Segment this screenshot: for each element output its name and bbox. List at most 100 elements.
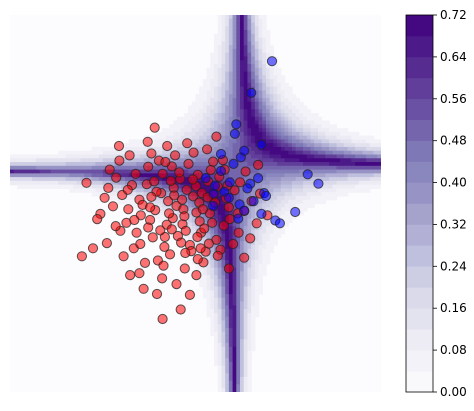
contour-cell — [258, 233, 263, 239]
data-point-blue — [215, 148, 227, 160]
contour-cell — [251, 37, 256, 42]
contour-cell — [232, 286, 237, 291]
contour-cell — [273, 211, 278, 216]
contour-cell — [325, 188, 330, 193]
data-point-red — [208, 156, 219, 167]
contour-cell — [243, 361, 249, 367]
contour-cell — [243, 86, 249, 91]
contour-cell — [280, 105, 286, 110]
contour-cell — [221, 233, 226, 239]
contour-cell — [243, 139, 249, 144]
contour-cell — [232, 60, 237, 65]
contour-cell — [95, 173, 100, 178]
contour-cell — [199, 143, 204, 148]
data-point-red — [202, 144, 213, 155]
contour-cell — [102, 158, 108, 163]
contour-cell — [188, 199, 193, 205]
contour-cell — [128, 139, 134, 144]
contour-cell — [265, 67, 271, 73]
data-point-red — [139, 257, 151, 268]
contour-cell — [251, 293, 256, 299]
contour-cell — [232, 52, 237, 58]
contour-cell — [169, 169, 174, 174]
contour-cell — [236, 60, 241, 65]
contour-cell — [232, 113, 237, 118]
data-point-blue — [239, 205, 250, 216]
contour-cell — [377, 158, 381, 163]
contour-cell — [321, 139, 326, 144]
contour-cell — [217, 271, 223, 276]
data-point-red — [123, 204, 134, 215]
contour-cell — [247, 286, 252, 291]
contour-cell — [47, 162, 52, 167]
contour-cell — [210, 173, 215, 178]
contour-cell — [225, 260, 230, 265]
contour-cell — [188, 214, 193, 220]
contour-cell — [240, 101, 245, 107]
contour-cell — [258, 203, 263, 208]
contour-cell — [217, 324, 223, 329]
data-point-red — [159, 241, 170, 252]
contour-cell — [232, 177, 237, 182]
contour-cell — [158, 207, 163, 212]
contour-cell — [247, 305, 252, 310]
contour-cell — [291, 146, 297, 152]
contour-cell — [336, 169, 341, 174]
contour-cell — [291, 109, 297, 114]
contour-cell — [191, 101, 197, 107]
contour-cell — [284, 184, 289, 190]
contour-cell — [240, 346, 245, 352]
contour-cell — [325, 177, 330, 182]
contour-cell — [58, 154, 63, 159]
colorbar-band — [406, 329, 433, 351]
contour-cell — [158, 146, 163, 152]
contour-cell — [358, 146, 364, 152]
contour-cell — [291, 214, 297, 220]
contour-cell — [191, 214, 197, 220]
contour-cell — [217, 128, 223, 133]
contour-cell — [240, 312, 245, 318]
contour-cell — [269, 237, 275, 242]
contour-cell — [273, 79, 278, 84]
data-point-blue — [215, 165, 227, 177]
contour-cell — [165, 128, 171, 133]
contour-cell — [210, 116, 215, 122]
contour-cell — [50, 177, 56, 182]
contour-cell — [136, 180, 141, 186]
contour-cell — [254, 15, 260, 20]
contour-cell — [47, 165, 52, 171]
contour-cell — [199, 109, 204, 114]
data-point-blue — [233, 213, 244, 224]
contour-cell — [269, 97, 275, 103]
colorbar-bands — [406, 15, 433, 393]
contour-cell — [251, 271, 256, 276]
contour-cell — [358, 150, 364, 156]
contour-cell — [125, 195, 130, 201]
contour-cell — [214, 358, 219, 363]
contour-cell — [76, 162, 82, 167]
contour-cell — [221, 327, 226, 333]
contour-cell — [35, 177, 41, 182]
contour-cell — [291, 113, 297, 118]
contour-cell — [221, 52, 226, 58]
contour-cell — [265, 79, 271, 84]
contour-cell — [28, 162, 33, 167]
contour-cell — [195, 120, 200, 125]
contour-cell — [269, 113, 275, 118]
contour-cell — [295, 199, 300, 205]
data-point-red — [205, 164, 216, 176]
contour-cell — [288, 177, 293, 182]
contour-cell — [95, 154, 100, 159]
contour-cell — [202, 169, 208, 174]
contour-cell — [247, 248, 252, 254]
contour-cell — [332, 184, 338, 190]
contour-cell — [225, 244, 230, 250]
contour-cell — [321, 173, 326, 178]
contour-cell — [258, 116, 263, 122]
contour-cell — [50, 180, 56, 186]
data-point-red — [171, 279, 182, 290]
contour-cell — [265, 75, 271, 80]
data-point-red — [138, 283, 149, 294]
contour-cell — [254, 71, 260, 76]
contour-cell — [254, 30, 260, 35]
